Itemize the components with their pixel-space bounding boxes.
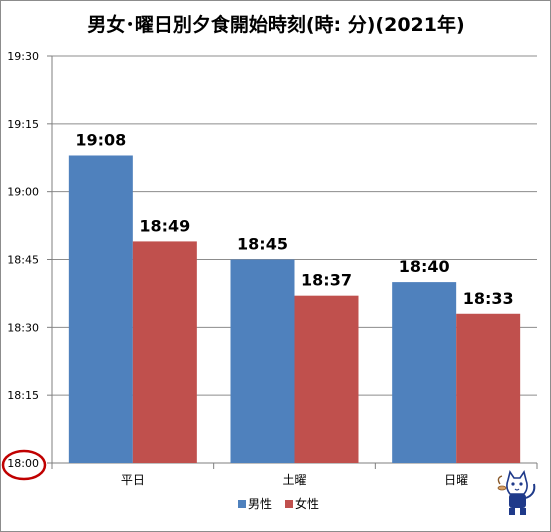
data-label: 18:33 [463,289,514,308]
legend-label: 女性 [295,496,319,511]
y-tick-label: 19:00 [7,186,39,199]
x-category-labels: 平日 土曜 日曜 [121,473,468,487]
y-tick-label: 19:30 [7,50,39,63]
legend-swatch [285,500,293,508]
y-tick-label: 18:15 [7,389,39,402]
chart-title: 男女･曜日別夕食開始時刻(時: 分)(2021年) [87,13,464,36]
bar-男性-平日 [68,155,133,463]
data-labels: 19:08 18:49 18:45 18:37 18:40 18:33 [75,130,513,307]
x-category-label: 土曜 [282,473,306,487]
bar-男性-土曜 [230,259,295,463]
y-tick-label: 18:45 [7,254,39,267]
legend-label: 男性 [248,497,272,511]
y-tick-label: 18:30 [7,321,39,334]
x-category-label: 平日 [121,473,145,487]
legend: 男性 女性 [238,496,319,511]
data-label: 19:08 [75,130,126,149]
bar-女性-土曜 [294,295,359,463]
baseline-highlight-circle [1,449,47,481]
data-label: 18:40 [399,257,450,276]
y-tick-label: 19:15 [7,118,39,131]
bar-女性-平日 [132,241,197,463]
legend-swatch [238,500,246,508]
data-label: 18:45 [237,235,288,254]
bar-女性-日曜 [456,313,521,463]
y-tick-label: 18:00 [7,457,39,470]
data-label: 18:37 [301,271,352,290]
bars [68,155,521,463]
y-tick-labels: 18:00 18:15 18:30 18:45 19:00 19:15 19:30 [7,50,39,470]
bar-男性-日曜 [392,282,457,463]
cat-mascot-icon [497,470,536,515]
data-label: 18:49 [139,216,190,235]
x-category-label: 日曜 [444,473,468,487]
